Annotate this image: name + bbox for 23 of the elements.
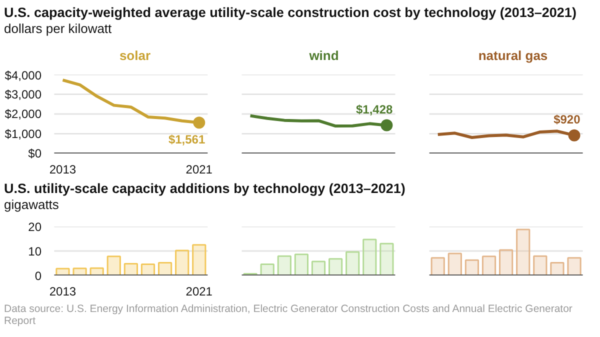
x-tick-label: 2021 <box>186 284 213 298</box>
text: solar <box>118 47 152 65</box>
text: wind <box>308 47 340 65</box>
y-axis-title: gigawatts <box>4 197 60 213</box>
y-axis-title: dollars per kilowatt <box>4 21 113 37</box>
y-tick-label: 10 <box>28 244 42 258</box>
source-note: Data source: U.S. Energy Information Administration, Electric Generator Construction Costs and Annual Electric Generator Report <box>4 303 574 327</box>
y-tick-label: 20 <box>28 220 42 234</box>
x-tick-label: 2013 <box>49 162 76 176</box>
y-tick-label: $0 <box>28 146 42 160</box>
y-tick-label: $1,000 <box>4 126 42 141</box>
x-tick-label: 2021 <box>186 162 213 176</box>
y-tick-label: 0 <box>34 269 42 283</box>
data-label: $1,428 <box>356 102 394 116</box>
y-tick-label: $4,000 <box>4 68 42 82</box>
text: natural gas <box>477 47 549 65</box>
data-label: $920 <box>554 112 581 126</box>
y-tick-label: $2,000 <box>4 107 42 121</box>
x-tick-label: 2013 <box>49 284 76 298</box>
y-tick-label: $3,000 <box>4 87 42 102</box>
data-label: $1,561 <box>168 132 206 147</box>
chart-title: U.S. utility-scale capacity additions by technology (2013–2021) <box>4 181 406 197</box>
chart-title: U.S. capacity-weighted average utility-scale construction cost by technology (2013–2021) <box>4 5 576 21</box>
